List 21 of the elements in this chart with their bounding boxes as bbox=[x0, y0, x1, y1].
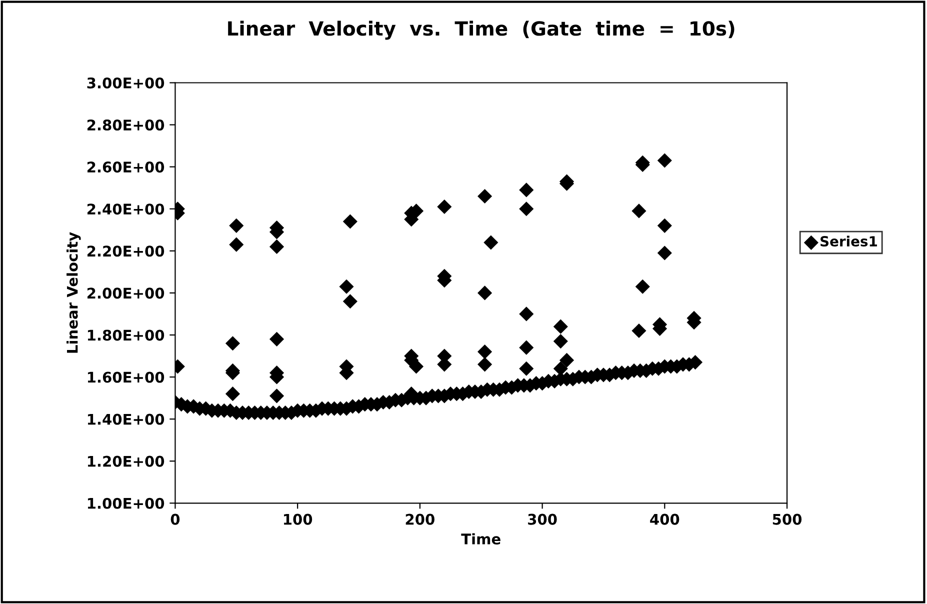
y-axis-title: Linear Velocity bbox=[66, 232, 81, 353]
legend-label: Series1 bbox=[820, 236, 877, 247]
y-tick-label: 1.00E+00 bbox=[88, 498, 164, 509]
x-tick-label: 400 bbox=[650, 514, 680, 525]
y-tick-label: 2.80E+00 bbox=[87, 120, 164, 131]
y-tick-label: 2.00E+00 bbox=[87, 288, 164, 299]
x-tick-label: 500 bbox=[772, 514, 802, 525]
x-tick-label: 100 bbox=[284, 514, 312, 525]
x-tick-label: 200 bbox=[406, 514, 434, 525]
y-tick-label: 1.80E+00 bbox=[88, 330, 164, 341]
x-tick-label: 0 bbox=[170, 514, 180, 525]
y-tick-label: 2.20E+00 bbox=[87, 246, 164, 257]
y-tick-label: 3.00E+00 bbox=[87, 77, 164, 88]
y-tick-label: 2.60E+00 bbox=[87, 162, 164, 173]
y-tick-label: 1.40E+00 bbox=[88, 414, 164, 425]
chart-title: Linear Velocity vs. Time (Gate time = 10s) bbox=[228, 20, 734, 40]
y-tick-label: 2.40E+00 bbox=[87, 204, 164, 215]
y-tick-label: 1.20E+00 bbox=[88, 456, 164, 467]
x-axis-title: Time bbox=[461, 533, 500, 545]
x-tick-label: 300 bbox=[528, 514, 557, 525]
y-tick-label: 1.60E+00 bbox=[88, 372, 164, 383]
